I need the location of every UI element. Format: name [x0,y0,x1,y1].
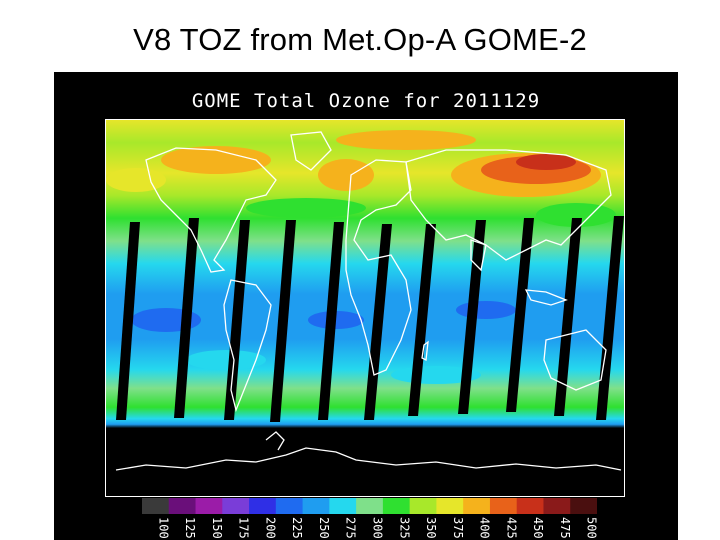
legend-swatch-200 [249,498,277,514]
legend-tick-label: 250 [317,517,331,539]
legend-swatch-225 [275,498,304,514]
legend-swatch-100 [142,498,170,514]
legend-swatch-500 [570,498,597,514]
legend-tick-label: 200 [263,517,277,539]
legend-swatch-175 [222,498,250,514]
legend-tick-label: 150 [210,517,224,539]
legend-swatch-350 [409,498,437,514]
legend-swatch-375 [436,498,464,514]
legend-tick-label: 375 [451,517,465,539]
legend-swatch-325 [382,498,411,514]
legend-tick-label: 450 [531,517,545,539]
ozone-map [105,119,625,497]
legend-swatch-250 [302,498,330,514]
legend-tick-label: 175 [237,517,251,539]
legend-swatch-150 [195,498,223,514]
legend-tick-label: 300 [371,517,385,539]
legend-tick-label: 350 [424,517,438,539]
legend-swatch-450 [516,498,544,514]
legend-tick-label: 225 [290,517,304,539]
legend-swatch-125 [168,498,197,514]
coastlines [115,131,622,471]
ozone-map-svg [106,120,624,496]
ozone-figure: GOME Total Ozone for 2011129 [54,72,678,540]
legend-tick-label: 325 [397,517,411,539]
legend-tick-label: 500 [585,517,597,539]
color-legend: 100 125 150 175 200 225 250 275 300 325 350 375 400 4… [142,498,597,540]
high-ozone-regions [106,130,616,227]
legend-tick-label: 425 [504,517,518,539]
legend-swatch-425 [489,498,518,514]
legend-tick-label: 475 [558,517,572,539]
legend-tick-label: 100 [156,517,170,539]
orbit-gap-swaths [116,216,624,422]
figure-title: GOME Total Ozone for 2011129 [191,90,541,112]
legend-swatch-475 [543,498,571,514]
legend-swatch-400 [463,498,491,514]
legend-swatch-300 [356,498,384,514]
legend-swatch-275 [329,498,357,514]
legend-tick-label: 275 [344,517,358,539]
legend-tick-label: 400 [478,517,492,539]
slide-title: V8 TOZ from Met.Op-A GOME-2 [133,22,587,57]
legend-tick-label: 125 [183,517,197,539]
legend-svg: 100 125 150 175 200 225 250 275 300 325 350 375 400 4… [142,498,597,539]
